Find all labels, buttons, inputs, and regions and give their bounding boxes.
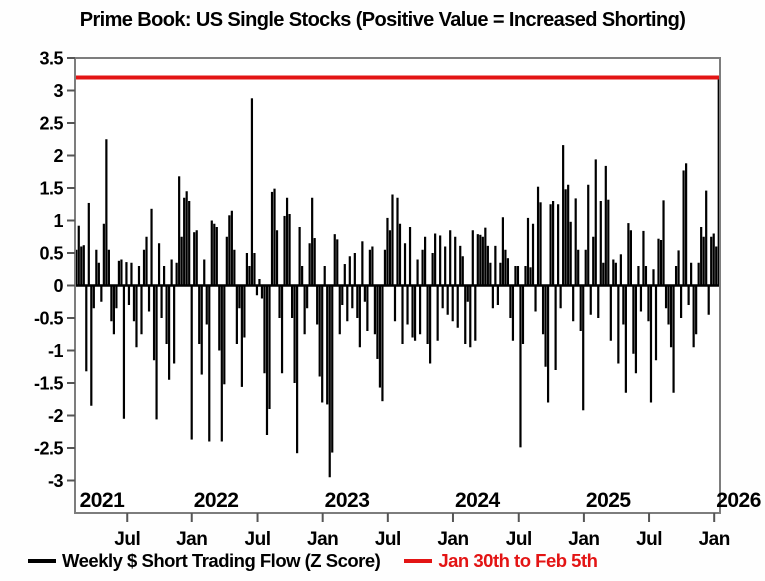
svg-text:1: 1 [53, 211, 63, 231]
svg-text:2021: 2021 [80, 489, 126, 512]
svg-text:0.5: 0.5 [39, 244, 63, 264]
svg-text:Jul: Jul [506, 529, 532, 550]
svg-text:-1: -1 [48, 341, 63, 361]
svg-text:Jul: Jul [636, 529, 662, 550]
svg-text:-3: -3 [48, 471, 63, 491]
svg-text:2024: 2024 [455, 489, 501, 512]
svg-text:0: 0 [53, 276, 63, 296]
svg-text:1.5: 1.5 [39, 179, 63, 199]
svg-text:2026: 2026 [716, 489, 761, 512]
x-axis: Jul Jan Jul Jan Jul Jan Jul Jan Jul Jan [114, 513, 730, 550]
svg-text:Jul: Jul [375, 529, 401, 550]
y-axis: 3.5 3 2.5 2 1.5 1 0.5 0 -0.5 -1 -1.5 -2 -2.5 -3 [34, 49, 75, 491]
svg-text:Jan: Jan [307, 529, 338, 550]
svg-text:2: 2 [53, 146, 63, 166]
svg-text:Jan: Jan [437, 529, 468, 550]
svg-text:Jul: Jul [114, 529, 140, 550]
svg-text:-0.5: -0.5 [34, 309, 64, 329]
legend-red-line-icon [404, 559, 433, 563]
svg-text:2023: 2023 [325, 489, 370, 512]
svg-text:2025: 2025 [586, 489, 632, 512]
svg-text:Jan: Jan [568, 529, 599, 550]
year-labels: 2021 2022 2023 2024 2025 2026 [80, 489, 762, 512]
svg-text:-2.5: -2.5 [34, 439, 64, 459]
svg-text:-1.5: -1.5 [34, 374, 64, 394]
legend-series-label: Weekly $ Short Trading Flow (Z Score) [62, 550, 381, 571]
chart-title: Prime Book: US Single Stocks (Positive V… [79, 9, 686, 31]
svg-text:Jan: Jan [699, 529, 730, 550]
svg-text:3: 3 [53, 81, 63, 101]
svg-text:Jul: Jul [245, 529, 271, 550]
svg-text:2.5: 2.5 [39, 114, 63, 134]
svg-text:Jan: Jan [176, 529, 207, 550]
chart-legend: Weekly $ Short Trading Flow (Z Score) Ja… [28, 550, 598, 572]
svg-text:-2: -2 [48, 406, 63, 426]
bars-group [75, 77, 720, 478]
legend-reference-label: Jan 30th to Feb 5th [438, 550, 598, 571]
svg-text:2022: 2022 [194, 489, 239, 512]
svg-text:3.5: 3.5 [39, 49, 63, 69]
legend-black-line-icon [28, 559, 56, 563]
